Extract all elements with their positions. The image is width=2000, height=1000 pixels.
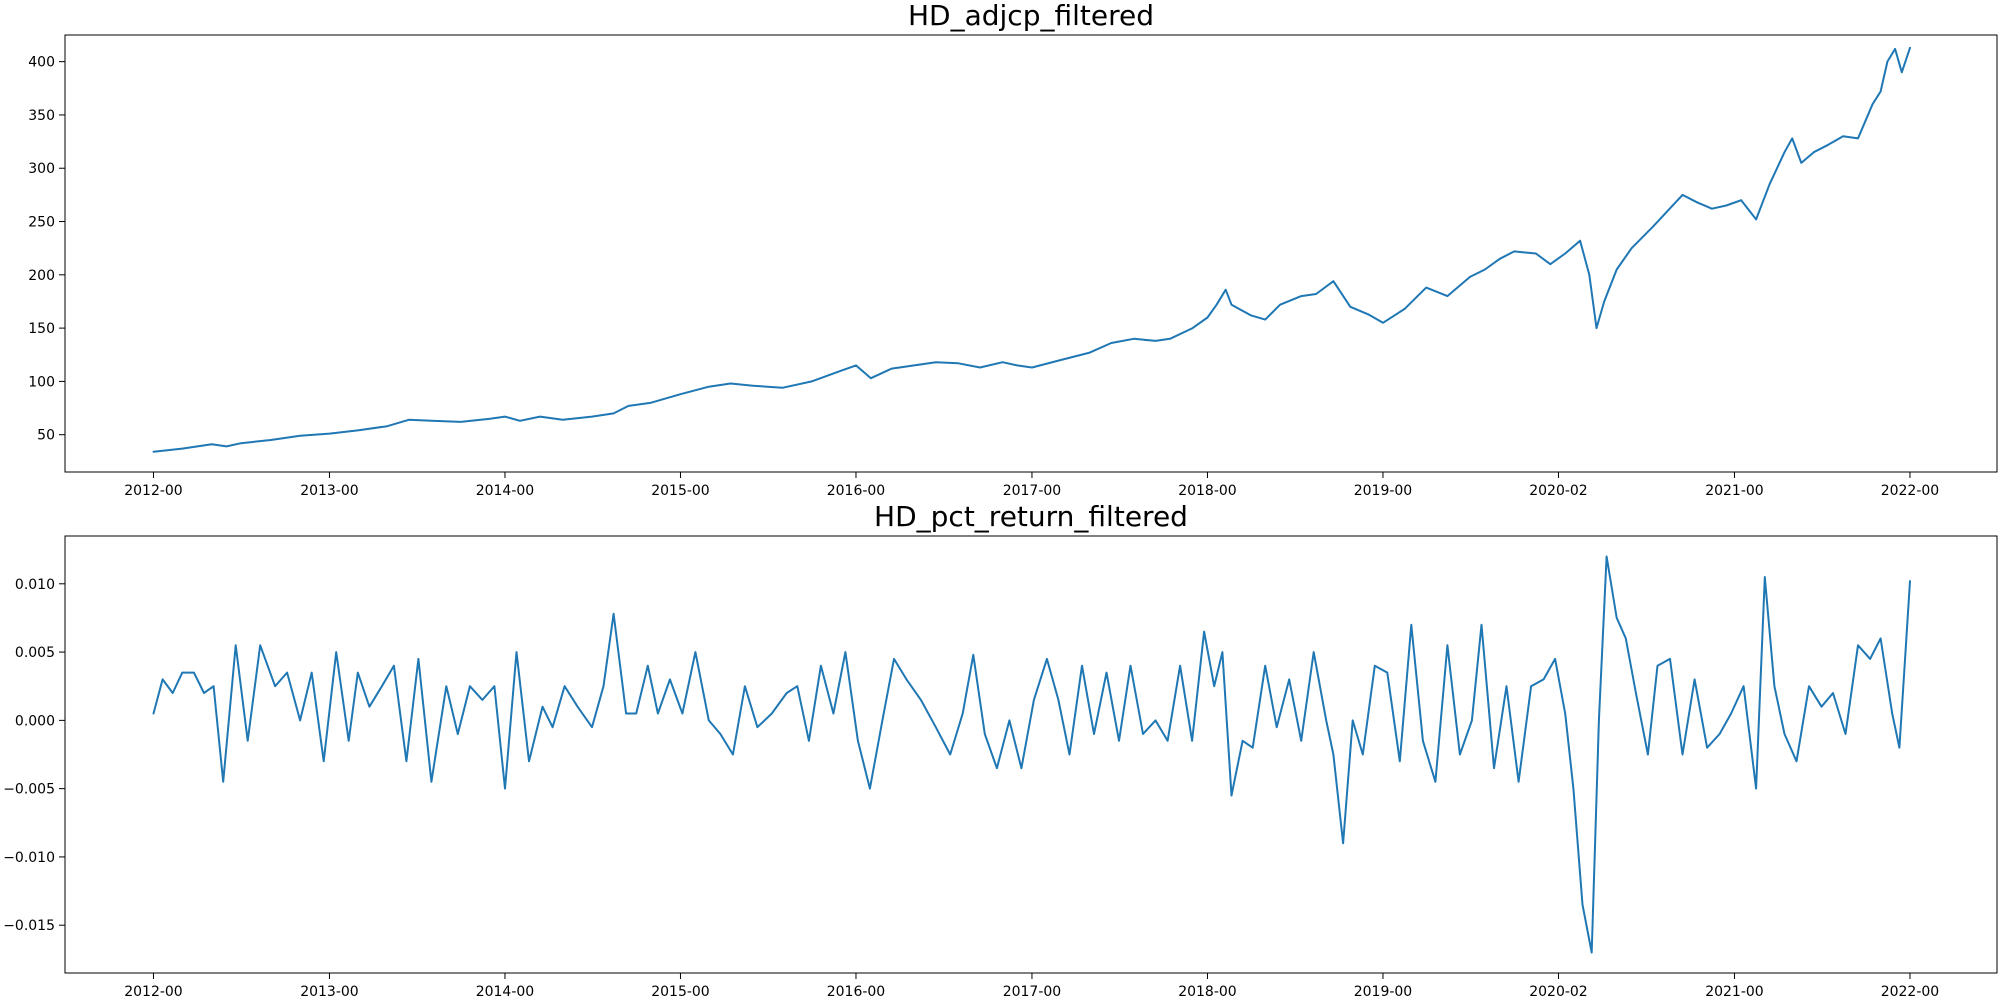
chart-title: HD_adjcp_filtered [908,0,1154,32]
price-series-line [152,46,1911,453]
x-tick-label: 2013-00 [300,984,359,1000]
y-tick-label: 50 [37,428,55,444]
y-axis: 50 100 150 200 250 300 350 400 [28,55,65,444]
x-axis: 2012-00 2013-00 2014-00 2015-00 2016-00 2017-… [124,973,1939,1000]
x-tick-label: 2016-00 [827,984,886,1000]
x-tick-label: 2015-00 [651,984,710,1000]
y-tick-label: −0.010 [3,850,55,866]
x-tick-label: 2017-00 [1003,483,1062,499]
x-tick-label: 2020-02 [1529,984,1588,1000]
x-tick-label: 2016-00 [827,483,886,499]
plot-frame [64,34,1998,473]
x-tick-label: 2013-00 [300,483,359,499]
y-tick-label: −0.005 [3,782,55,798]
x-tick-label: 2022-00 [1881,483,1940,499]
x-axis: 2012-00 2013-00 2014-00 2015-00 2016-00 2017-… [124,472,1939,499]
x-tick-label: 2021-00 [1705,483,1764,499]
y-tick-label: 0.005 [15,645,55,661]
y-tick-label: 250 [28,215,55,231]
x-tick-label: 2012-00 [124,483,183,499]
x-tick-label: 2020-02 [1529,483,1588,499]
y-tick-label: 150 [28,321,55,337]
return-chart: HD_pct_return_filtered −0.015 −0.010 −0.00… [3,500,1998,1000]
y-tick-label: −0.015 [3,918,55,934]
x-tick-label: 2021-00 [1705,984,1764,1000]
x-tick-label: 2022-00 [1881,984,1940,1000]
return-series-line [152,555,1911,954]
y-tick-label: 100 [28,374,55,390]
y-tick-label: 300 [28,161,55,177]
x-tick-label: 2014-00 [476,483,535,499]
y-tick-label: 0.010 [15,577,55,593]
x-tick-label: 2015-00 [651,483,710,499]
chart-title: HD_pct_return_filtered [874,500,1188,533]
x-tick-label: 2014-00 [476,984,535,1000]
x-tick-label: 2019-00 [1354,984,1413,1000]
plot-frame [64,535,1998,974]
x-tick-label: 2012-00 [124,984,183,1000]
y-tick-label: 400 [28,55,55,71]
y-tick-label: 0.000 [15,713,55,729]
price-chart: HD_adjcp_filtered 50 100 150 200 250 300 350 40… [28,0,1998,499]
x-tick-label: 2018-00 [1178,483,1237,499]
x-tick-label: 2019-00 [1354,483,1413,499]
x-tick-label: 2017-00 [1003,984,1062,1000]
x-tick-label: 2018-00 [1178,984,1237,1000]
y-axis: −0.015 −0.010 −0.005 0.000 0.005 0.010 [3,577,65,934]
y-tick-label: 200 [28,268,55,284]
y-tick-label: 350 [28,108,55,124]
